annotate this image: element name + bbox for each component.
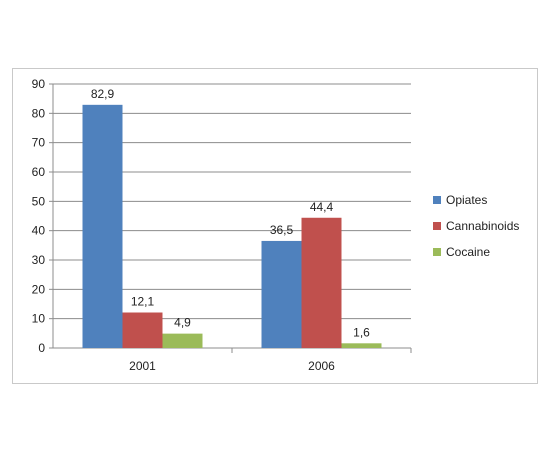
y-tick-label: 80 xyxy=(32,106,46,120)
bar-cannabinoids-2001 xyxy=(122,312,163,348)
y-tick-label: 20 xyxy=(32,282,46,296)
data-label: 36,5 xyxy=(270,223,294,237)
bar-opiates-2006 xyxy=(261,240,302,348)
y-tick-label: 30 xyxy=(32,253,46,267)
legend-label-cocaine: Cocaine xyxy=(446,245,490,259)
y-tick-label: 90 xyxy=(32,77,46,91)
data-label: 44,4 xyxy=(310,200,334,214)
y-tick-label: 70 xyxy=(32,136,46,150)
data-label: 12,1 xyxy=(131,295,155,309)
legend-swatch-cocaine xyxy=(433,248,441,256)
axes: 0 10 20 30 40 50 60 70 80 90 2001 2006 xyxy=(32,77,412,373)
legend-swatch-cannabinoids xyxy=(433,222,441,230)
y-tick-label: 10 xyxy=(32,312,46,326)
data-label: 4,9 xyxy=(174,316,191,330)
x-tick-label: 2006 xyxy=(308,359,335,373)
bar-cocaine-2001 xyxy=(162,333,203,348)
chart-frame: 0 10 20 30 40 50 60 70 80 90 2001 2006 82,9 12,1 4,9 3… xyxy=(12,68,538,384)
legend-label-opiates: Opiates xyxy=(446,193,487,207)
y-tick-label: 60 xyxy=(32,165,46,179)
bar-cocaine-2006 xyxy=(341,343,382,348)
bar-opiates-2001 xyxy=(82,104,123,349)
y-tick-label: 0 xyxy=(38,341,45,355)
y-tick-label: 40 xyxy=(32,224,46,238)
data-label: 1,6 xyxy=(353,325,370,339)
data-label: 82,9 xyxy=(91,87,115,101)
bar-chart: 0 10 20 30 40 50 60 70 80 90 2001 2006 82,9 12,1 4,9 3… xyxy=(32,77,520,373)
legend: Opiates Cannabinoids Cocaine xyxy=(433,193,519,259)
y-tick-label: 50 xyxy=(32,194,46,208)
x-tick-label: 2001 xyxy=(129,359,156,373)
legend-label-cannabinoids: Cannabinoids xyxy=(446,219,519,233)
bar-cannabinoids-2006 xyxy=(301,217,342,348)
bars xyxy=(82,104,382,349)
data-labels: 82,9 12,1 4,9 36,5 44,4 1,6 xyxy=(91,87,370,339)
legend-swatch-opiates xyxy=(433,196,441,204)
